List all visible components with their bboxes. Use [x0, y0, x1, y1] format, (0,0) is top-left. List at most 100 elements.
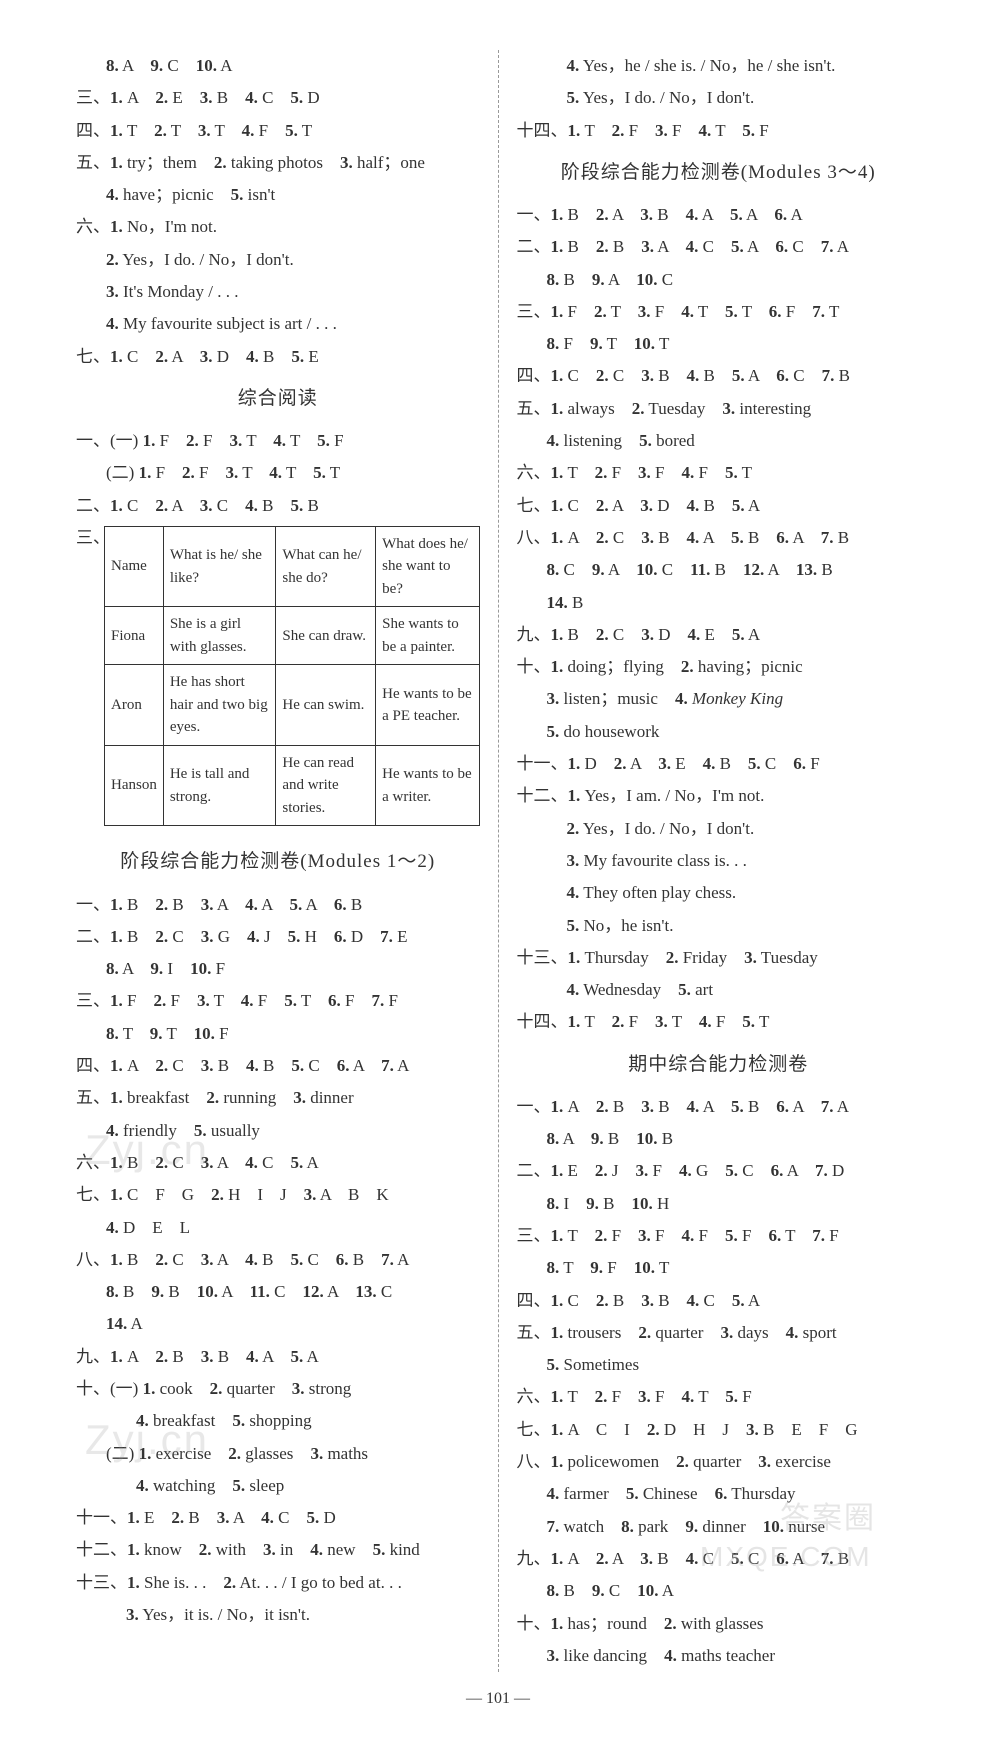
answer-line: 一、1. B 2. A 3. B 4. A 5. A 6. A: [517, 199, 921, 231]
answer-line: 五、1. trousers 2. quarter 3. days 4. spor…: [517, 1317, 921, 1349]
answer-line: 五、1. try；them 2. taking photos 3. half；o…: [76, 147, 480, 179]
answer-line: 8. A 9. B 10. B: [517, 1123, 921, 1155]
answer-line: 4. Wednesday 5. art: [517, 974, 921, 1006]
answer-line: 十二、1. know 2. with 3. in 4. new 5. kind: [76, 1534, 480, 1566]
answer-line: 八、1. B 2. C 3. A 4. B 5. C 6. B 7. A: [76, 1244, 480, 1276]
answer-line: 五、1. always 2. Tuesday 3. interesting: [517, 393, 921, 425]
table-cell: She can draw.: [276, 607, 376, 665]
table-cell: Aron: [105, 665, 164, 746]
answer-line: 4. My favourite subject is art / . . .: [76, 308, 480, 340]
answer-line: 六、1. B 2. C 3. A 4. C 5. A: [76, 1147, 480, 1179]
answer-line: 2. Yes，I do. / No，I don't.: [517, 813, 921, 845]
answer-line: 一、1. B 2. B 3. A 4. A 5. A 6. B: [76, 889, 480, 921]
answer-line: 3. like dancing 4. maths teacher: [517, 1640, 921, 1672]
answer-line: 三、1. F 2. T 3. F 4. T 5. T 6. F 7. T: [517, 296, 921, 328]
answer-line: 5. Yes，I do. / No，I don't.: [517, 82, 921, 114]
answer-line: 二、1. B 2. C 3. G 4. J 5. H 6. D 7. E: [76, 921, 480, 953]
answer-line: 14. A: [76, 1308, 480, 1340]
answer-line: 二、1. C 2. A 3. C 4. B 5. B: [76, 490, 480, 522]
page-number: — 101 —: [70, 1684, 926, 1714]
answer-line: 十、1. has；round 2. with glasses: [517, 1608, 921, 1640]
answer-line: 8. B 9. A 10. C: [517, 264, 921, 296]
section-title: 期中综合能力检测卷: [517, 1047, 921, 1083]
answer-line: 4. They often play chess.: [517, 877, 921, 909]
table-cell: He is tall and strong.: [163, 745, 276, 826]
answer-line: 四、1. A 2. C 3. B 4. B 5. C 6. A 7. A: [76, 1050, 480, 1082]
answer-line: 3. My favourite class is. . .: [517, 845, 921, 877]
table-header-cell: What can he/ she do?: [276, 526, 376, 607]
answer-line: 8. T 9. T 10. F: [76, 1018, 480, 1050]
answer-line: 十二、1. Yes，I am. / No，I'm not.: [517, 780, 921, 812]
answer-line: 十、(一) 1. cook 2. quarter 3. strong: [76, 1373, 480, 1405]
answer-line: 七、1. C F G 2. H I J 3. A B K: [76, 1179, 480, 1211]
answer-line: 8. A 9. C 10. A: [76, 50, 480, 82]
answer-line: 4. Yes，he / she is. / No，he / she isn't.: [517, 50, 921, 82]
answer-line: 8. B 9. C 10. A: [517, 1575, 921, 1607]
table-cell: Fiona: [105, 607, 164, 665]
table-cell: He has short hair and two big eyes.: [163, 665, 276, 746]
answer-line: 十三、1. She is. . . 2. At. . . / I go to b…: [76, 1567, 480, 1599]
answer-line: 一、1. A 2. B 3. B 4. A 5. B 6. A 7. A: [517, 1091, 921, 1123]
answer-line: 三、1. A 2. E 3. B 4. C 5. D: [76, 82, 480, 114]
answer-line: 8. A 9. I 10. F: [76, 953, 480, 985]
answer-line: 十、1. doing；flying 2. having；picnic: [517, 651, 921, 683]
answer-line: 2. Yes，I do. / No，I don't.: [76, 244, 480, 276]
answer-line: 八、1. policewomen 2. quarter 3. exercise: [517, 1446, 921, 1478]
answer-line: 二、1. E 2. J 3. F 4. G 5. C 6. A 7. D: [517, 1155, 921, 1187]
table-cell: Hanson: [105, 745, 164, 826]
answer-line: 一、(一) 1. F 2. F 3. T 4. T 5. F: [76, 425, 480, 457]
answer-line: 8. F 9. T 10. T: [517, 328, 921, 360]
answer-line: 六、1. T 2. F 3. F 4. F 5. T: [517, 457, 921, 489]
left-column: 8. A 9. C 10. A三、1. A 2. E 3. B 4. C 5. …: [70, 50, 499, 1672]
table-cell: He wants to be a writer.: [376, 745, 479, 826]
answer-line: 4. have；picnic 5. isn't: [76, 179, 480, 211]
answer-line: 七、1. C 2. A 3. D 4. B 5. E: [76, 341, 480, 373]
answer-line: 二、1. B 2. B 3. A 4. C 5. A 6. C 7. A: [517, 231, 921, 263]
right-column: 4. Yes，he / she is. / No，he / she isn't.…: [499, 50, 927, 1672]
table-cell: She wants to be a painter.: [376, 607, 479, 665]
answer-line: 十三、1. Thursday 2. Friday 3. Tuesday: [517, 942, 921, 974]
section-title: 综合阅读: [76, 381, 480, 417]
table-cell: He can swim.: [276, 665, 376, 746]
answer-line: 四、1. C 2. C 3. B 4. B 5. A 6. C 7. B: [517, 360, 921, 392]
answer-line: 5. No，he isn't.: [517, 910, 921, 942]
section-title: 阶段综合能力检测卷(Modules 1～2): [76, 844, 480, 880]
table-cell: He can read and write stories.: [276, 745, 376, 826]
answer-line: 4. listening 5. bored: [517, 425, 921, 457]
answer-line: 4. breakfast 5. shopping: [76, 1405, 480, 1437]
answer-line: 五、1. breakfast 2. running 3. dinner: [76, 1082, 480, 1114]
table-cell: He wants to be a PE teacher.: [376, 665, 479, 746]
answer-line: 4. farmer 5. Chinese 6. Thursday: [517, 1478, 921, 1510]
answer-line: 5. Sometimes: [517, 1349, 921, 1381]
answer-line: 十一、1. E 2. B 3. A 4. C 5. D: [76, 1502, 480, 1534]
answer-line: 4. friendly 5. usually: [76, 1115, 480, 1147]
answer-line: 14. B: [517, 587, 921, 619]
answer-line: (二) 1. F 2. F 3. T 4. T 5. T: [76, 457, 480, 489]
answer-line: 八、1. A 2. C 3. B 4. A 5. B 6. A 7. B: [517, 522, 921, 554]
answer-line: 四、1. T 2. T 3. T 4. F 5. T: [76, 115, 480, 147]
table-cell: She is a girl with glasses.: [163, 607, 276, 665]
answer-line: 3. Yes，it is. / No，it isn't.: [76, 1599, 480, 1631]
answer-line: 十四、1. T 2. F 3. T 4. F 5. T: [517, 1006, 921, 1038]
answer-line: 7. watch 8. park 9. dinner 10. nurse: [517, 1511, 921, 1543]
answer-line: 三、1. T 2. F 3. F 4. F 5. F 6. T 7. F: [517, 1220, 921, 1252]
answer-line: 3. It's Monday / . . .: [76, 276, 480, 308]
answer-line: 七、1. C 2. A 3. D 4. B 5. A: [517, 490, 921, 522]
answer-line: 七、1. A C I 2. D H J 3. B E F G: [517, 1414, 921, 1446]
table-header-cell: What is he/ she like?: [163, 526, 276, 607]
table-header-cell: What does he/ she want to be?: [376, 526, 479, 607]
section-title: 阶段综合能力检测卷(Modules 3～4): [517, 155, 921, 191]
answer-line: 三、1. F 2. F 3. T 4. F 5. T 6. F 7. F: [76, 985, 480, 1017]
answer-line: 九、1. A 2. B 3. B 4. A 5. A: [76, 1341, 480, 1373]
answer-line: 8. T 9. F 10. T: [517, 1252, 921, 1284]
answer-line: 8. C 9. A 10. C 11. B 12. A 13. B: [517, 554, 921, 586]
answer-line: 九、1. B 2. C 3. D 4. E 5. A: [517, 619, 921, 651]
reading-answer-table: NameWhat is he/ she like?What can he/ sh…: [104, 526, 480, 827]
answer-line: 4. D E L: [76, 1212, 480, 1244]
answer-line: 九、1. A 2. A 3. B 4. C 5. C 6. A 7. B: [517, 1543, 921, 1575]
answer-line: 四、1. C 2. B 3. B 4. C 5. A: [517, 1285, 921, 1317]
answer-line: (二) 1. exercise 2. glasses 3. maths: [76, 1438, 480, 1470]
answer-line: 十一、1. D 2. A 3. E 4. B 5. C 6. F: [517, 748, 921, 780]
answer-line: 8. B 9. B 10. A 11. C 12. A 13. C: [76, 1276, 480, 1308]
answer-line: 4. watching 5. sleep: [76, 1470, 480, 1502]
